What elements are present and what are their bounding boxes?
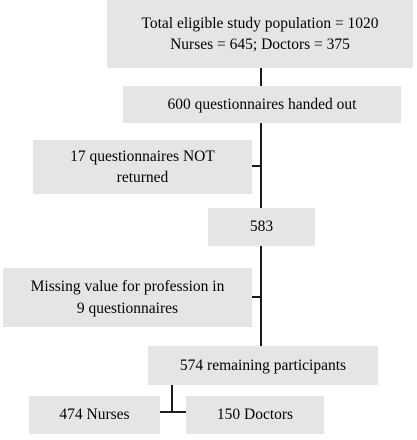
not-returned-line-2: returned: [116, 169, 169, 186]
total-population-line-1: Total eligible study population = 1020: [141, 14, 379, 32]
not-returned-line-1: 17 questionnaires NOT: [70, 147, 215, 165]
nurses-label: 474 Nurses: [59, 406, 130, 424]
remaining-participants-box: 574 remaining participants: [148, 346, 378, 385]
returned-count-box: 583: [208, 208, 315, 246]
missing-profession-line-1: Missing value for profession in: [30, 278, 225, 296]
remaining-participants-label: 574 remaining participants: [179, 356, 347, 374]
questionnaires-handed-out-label: 600 questionnaires handed out: [167, 95, 357, 113]
total-population-box: Total eligible study population = 1020 N…: [107, 0, 413, 68]
total-population-line-2: Nurses = 645; Doctors = 375: [170, 36, 350, 53]
missing-profession-box: Missing value for profession in 9 questi…: [3, 268, 252, 327]
not-returned-box: 17 questionnaires NOT returned: [33, 140, 252, 194]
doctors-box: 150 Doctors: [186, 396, 324, 434]
questionnaires-handed-out-box: 600 questionnaires handed out: [123, 86, 401, 123]
missing-profession-line-2: 9 questionnaires: [76, 299, 179, 317]
nurses-box: 474 Nurses: [29, 396, 160, 434]
doctors-label: 150 Doctors: [216, 406, 294, 424]
returned-count-label: 583: [249, 218, 274, 236]
